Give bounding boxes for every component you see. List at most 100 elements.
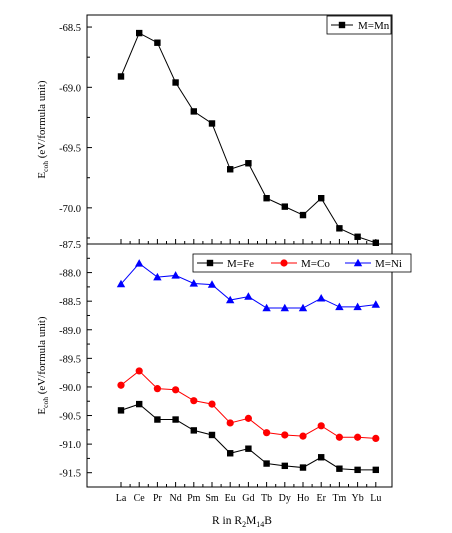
y-tick-label: -89.5 [59,354,81,365]
legend-marker [206,259,214,267]
data-point [172,79,179,86]
y-tick-label: -68.5 [59,23,81,34]
series-M=Mn [117,29,379,246]
data-point [299,211,307,219]
data-point [317,294,326,302]
data-point [245,445,252,452]
x-tick-label: Pm [187,493,201,504]
data-point [189,279,198,287]
y-axis-label: Ecoh (eV/formula unit) [36,80,50,179]
y-tick-label: -87.5 [59,240,81,251]
data-point [208,400,216,408]
series-M=Co [117,367,380,442]
data-point [172,416,179,423]
data-point [117,381,125,389]
data-point [372,239,379,246]
legend: M=Mn [326,15,392,35]
x-tick-label: Tb [261,493,272,504]
data-point [136,400,143,408]
data-point [263,460,270,467]
y-tick-label: -88.0 [59,269,81,280]
data-point [226,295,235,304]
legend-box [326,15,392,35]
data-point [227,166,234,173]
data-point [244,292,253,300]
y-tick-label: -91.5 [59,469,81,480]
data-point [354,433,362,441]
data-point [281,462,288,470]
data-point [281,203,288,210]
legend-label: M=Mn [358,20,390,32]
x-tick-label: Lu [370,493,381,504]
y-tick-label: -88.5 [59,297,81,308]
data-point [171,271,180,279]
x-tick-label: Dy [279,493,291,504]
data-point [371,300,380,308]
y-tick-label: -69.0 [59,83,81,94]
data-point [135,367,143,375]
data-point [207,280,217,288]
data-point [190,397,198,405]
legend-label: M=Fe [227,258,254,270]
x-tick-label: Sm [205,493,219,504]
x-tick-label: Yb [351,493,363,504]
legend-label: M=Co [301,258,330,270]
x-tick-label: Er [316,493,326,504]
data-point [263,429,271,437]
x-axis-label: R in R2M14B [212,515,272,529]
y-tick-label: -69.5 [59,144,81,155]
data-point [318,195,325,202]
data-point [190,427,197,434]
legend-label: M=Ni [375,258,402,270]
data-point [262,303,271,312]
legend-box [192,253,412,273]
data-point [117,73,125,80]
data-point [154,416,161,423]
x-tick-label: Ho [297,493,309,504]
legend: M=Fe M=Co M=Ni [192,253,412,273]
data-point [335,302,344,311]
data-point [354,466,361,474]
data-point [353,302,362,311]
x-tick-label: La [116,493,127,504]
data-point [136,29,143,37]
data-point [172,386,180,394]
data-point [208,120,216,127]
y-tick-label: -90.0 [59,383,81,394]
x-tick-label: Eu [225,493,236,504]
data-point [190,108,197,115]
data-point [298,303,308,312]
y-tick-label: -89.0 [59,326,81,337]
data-point [244,414,252,422]
data-point [317,422,325,430]
legend-marker [353,258,363,267]
y-tick-label: -70.0 [59,204,81,215]
legend-marker [338,21,346,29]
data-point [281,431,289,439]
data-point [336,465,343,472]
data-point [280,303,289,312]
data-point [318,454,325,461]
y-tick-label: -91.0 [59,440,81,451]
y-tick-label: -90.5 [59,412,81,423]
data-point [335,433,343,441]
data-point [354,233,361,240]
series-M=Fe [117,400,379,474]
chart-panel-2: -87.5 -88.0 -88.5 -89.0 -89.5 -90.0 -90.5 -91.0… [36,240,412,504]
data-point [116,279,126,288]
data-point [372,434,380,442]
data-point [299,464,307,471]
data-point [263,195,270,202]
x-tick-label: Gd [242,493,254,504]
series-line [120,370,376,439]
data-point [299,432,307,440]
data-point [153,385,161,393]
legend-marker [280,259,288,267]
data-point [154,39,161,46]
x-tick-label: Ce [134,493,146,504]
series-line [120,32,376,244]
data-point [153,272,162,281]
data-point [135,259,144,267]
chart-panel-1: -68.5 -69.0 -69.5 -70.0 Ecoh (eV/formula uni… [36,14,393,246]
